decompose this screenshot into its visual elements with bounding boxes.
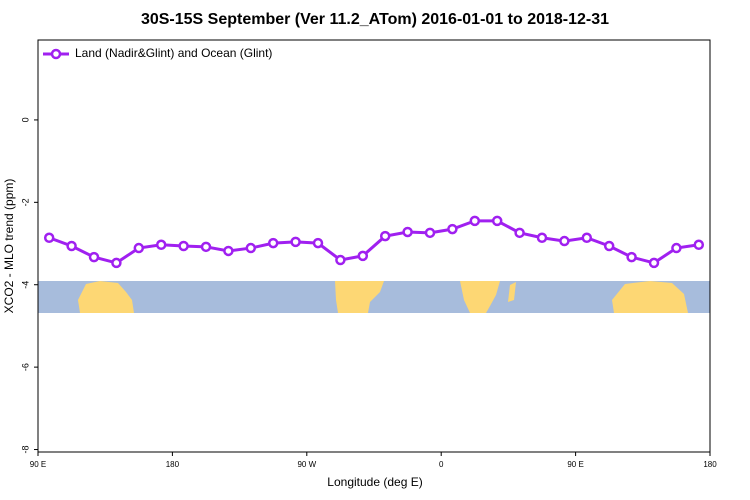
- point: [43, 232, 55, 244]
- y-tick-label: -2: [20, 198, 30, 206]
- point: [223, 245, 234, 257]
- x-tick-label: 90 E: [567, 460, 583, 469]
- x-tick-label: 90 E: [30, 460, 46, 469]
- point: [536, 232, 548, 244]
- legend-marker: [50, 48, 62, 60]
- point: [559, 235, 570, 247]
- point: [491, 215, 503, 227]
- plot-frame: [37, 39, 711, 453]
- point: [133, 242, 145, 254]
- point: [335, 254, 346, 266]
- point: [648, 257, 660, 269]
- y-tick-label: -6: [20, 363, 30, 371]
- point: [447, 223, 458, 235]
- point: [290, 236, 301, 248]
- point: [155, 239, 167, 251]
- point: [267, 237, 279, 249]
- point: [603, 240, 615, 252]
- point: [357, 250, 369, 262]
- x-tick-label: 90 W: [297, 460, 316, 469]
- point: [469, 215, 481, 227]
- y-tick-label: 0: [20, 117, 30, 122]
- point: [245, 242, 257, 254]
- point: [424, 227, 436, 239]
- y-axis-label: XCO2 - MLO trend (ppm): [2, 179, 16, 314]
- point: [379, 230, 391, 242]
- point: [66, 240, 77, 252]
- point: [671, 242, 682, 254]
- point: [402, 226, 413, 238]
- point: [581, 232, 593, 244]
- point: [111, 257, 122, 269]
- x-tick-label: 0: [439, 460, 444, 469]
- y-tick-label: -8: [20, 446, 30, 454]
- point: [178, 240, 189, 252]
- point: [88, 251, 100, 263]
- series-line: [48, 219, 700, 265]
- point: [514, 227, 525, 239]
- point: [312, 237, 324, 249]
- x-tick-label: 180: [703, 460, 717, 469]
- map-band: [38, 281, 710, 313]
- x-tick-label: 180: [166, 460, 180, 469]
- chart-title: 30S-15S September (Ver 11.2_ATom) 2016-0…: [141, 11, 609, 28]
- point: [626, 251, 637, 263]
- legend-label: Land (Nadir&Glint) and Ocean (Glint): [75, 46, 272, 60]
- y-tick-label: -4: [20, 281, 30, 289]
- x-axis-label: Longitude (deg E): [327, 475, 422, 489]
- point: [693, 239, 705, 251]
- point: [200, 241, 212, 253]
